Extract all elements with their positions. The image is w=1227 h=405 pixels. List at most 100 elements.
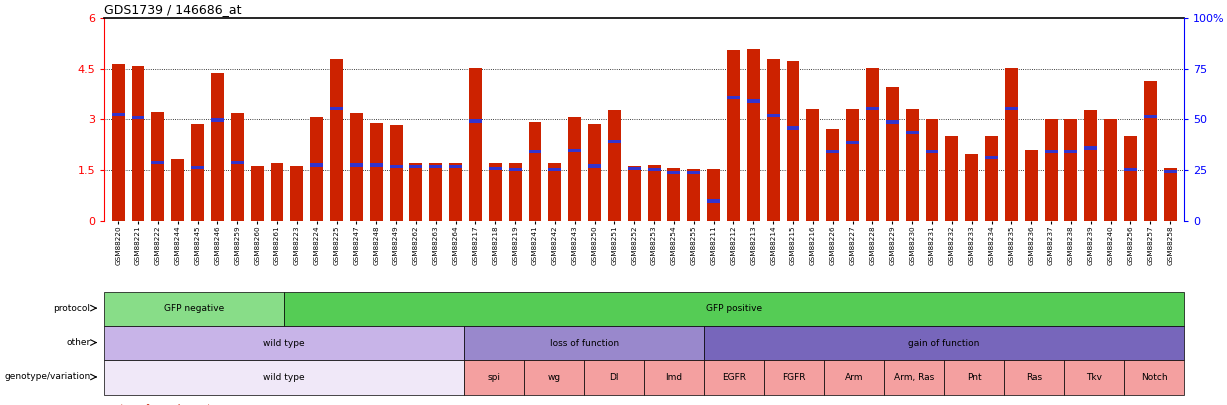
- Text: wild type: wild type: [264, 373, 306, 382]
- Text: loss of function: loss of function: [550, 339, 618, 348]
- Text: Arm: Arm: [845, 373, 864, 382]
- Bar: [866, 107, 879, 111]
- Text: wild type: wild type: [264, 339, 306, 348]
- Bar: [806, 109, 820, 221]
- Bar: [191, 124, 204, 221]
- Bar: [588, 164, 601, 168]
- Bar: [767, 114, 779, 117]
- Bar: [488, 163, 502, 221]
- Bar: [231, 113, 244, 221]
- Bar: [707, 200, 720, 203]
- Bar: [1163, 170, 1177, 173]
- Bar: [350, 163, 363, 167]
- Text: ■ transformed count: ■ transformed count: [108, 404, 211, 405]
- Bar: [847, 141, 859, 144]
- Bar: [410, 163, 422, 221]
- Bar: [1065, 150, 1077, 153]
- Bar: [191, 166, 204, 169]
- Bar: [509, 163, 521, 221]
- Bar: [1144, 115, 1157, 118]
- Bar: [747, 49, 760, 221]
- Bar: [1044, 150, 1058, 153]
- Bar: [449, 165, 463, 168]
- Bar: [469, 119, 482, 123]
- Bar: [369, 123, 383, 221]
- Bar: [429, 163, 442, 221]
- Bar: [231, 161, 244, 164]
- Bar: [826, 150, 839, 153]
- Bar: [826, 129, 839, 221]
- Text: protocol: protocol: [53, 304, 91, 313]
- Bar: [1044, 119, 1058, 221]
- Bar: [607, 110, 621, 221]
- Bar: [886, 121, 898, 124]
- Text: gain of function: gain of function: [908, 339, 980, 348]
- Bar: [310, 117, 323, 221]
- Bar: [369, 163, 383, 167]
- Bar: [310, 163, 323, 167]
- Bar: [1005, 68, 1018, 221]
- Bar: [628, 167, 640, 170]
- Bar: [172, 159, 184, 221]
- Text: Dl: Dl: [610, 373, 618, 382]
- Bar: [728, 96, 740, 99]
- Bar: [1005, 107, 1018, 111]
- Bar: [648, 168, 660, 171]
- Bar: [1085, 147, 1097, 150]
- Bar: [588, 124, 601, 221]
- Bar: [787, 126, 800, 130]
- Text: GFP positive: GFP positive: [706, 304, 762, 313]
- Bar: [548, 168, 561, 171]
- Bar: [607, 140, 621, 143]
- Bar: [687, 169, 701, 221]
- Text: wg: wg: [547, 373, 561, 382]
- Bar: [985, 136, 998, 221]
- Bar: [906, 130, 919, 134]
- Bar: [291, 166, 303, 221]
- Text: GFP negative: GFP negative: [164, 304, 225, 313]
- Text: Notch: Notch: [1141, 373, 1167, 382]
- Bar: [568, 149, 582, 152]
- Bar: [330, 59, 344, 221]
- Bar: [847, 109, 859, 221]
- Bar: [906, 109, 919, 221]
- Bar: [270, 163, 283, 221]
- Bar: [151, 112, 164, 221]
- Bar: [767, 59, 779, 221]
- Bar: [687, 171, 701, 175]
- Bar: [1163, 168, 1177, 221]
- Bar: [707, 169, 720, 221]
- Text: Pnt: Pnt: [967, 373, 982, 382]
- Bar: [1124, 168, 1137, 171]
- Bar: [747, 99, 760, 102]
- Text: Tkv: Tkv: [1086, 373, 1102, 382]
- Bar: [648, 165, 660, 221]
- Bar: [628, 166, 640, 221]
- Bar: [410, 165, 422, 168]
- Text: spi: spi: [487, 373, 501, 382]
- Bar: [449, 163, 463, 221]
- Bar: [945, 136, 958, 221]
- Text: Ras: Ras: [1026, 373, 1042, 382]
- Bar: [1025, 150, 1038, 221]
- Bar: [1124, 136, 1137, 221]
- Bar: [925, 119, 939, 221]
- Bar: [390, 125, 402, 221]
- Bar: [866, 68, 879, 221]
- Bar: [1104, 119, 1117, 221]
- Bar: [728, 50, 740, 221]
- Bar: [488, 167, 502, 170]
- Bar: [350, 113, 363, 221]
- Bar: [529, 150, 541, 153]
- Bar: [667, 171, 681, 175]
- Bar: [548, 163, 561, 221]
- Text: FGFR: FGFR: [783, 373, 806, 382]
- Bar: [250, 166, 264, 221]
- Bar: [985, 156, 998, 159]
- Text: EGFR: EGFR: [723, 373, 746, 382]
- Bar: [211, 118, 223, 122]
- Bar: [667, 168, 681, 221]
- Bar: [1144, 81, 1157, 221]
- Bar: [330, 107, 344, 111]
- Text: Arm, Ras: Arm, Ras: [894, 373, 934, 382]
